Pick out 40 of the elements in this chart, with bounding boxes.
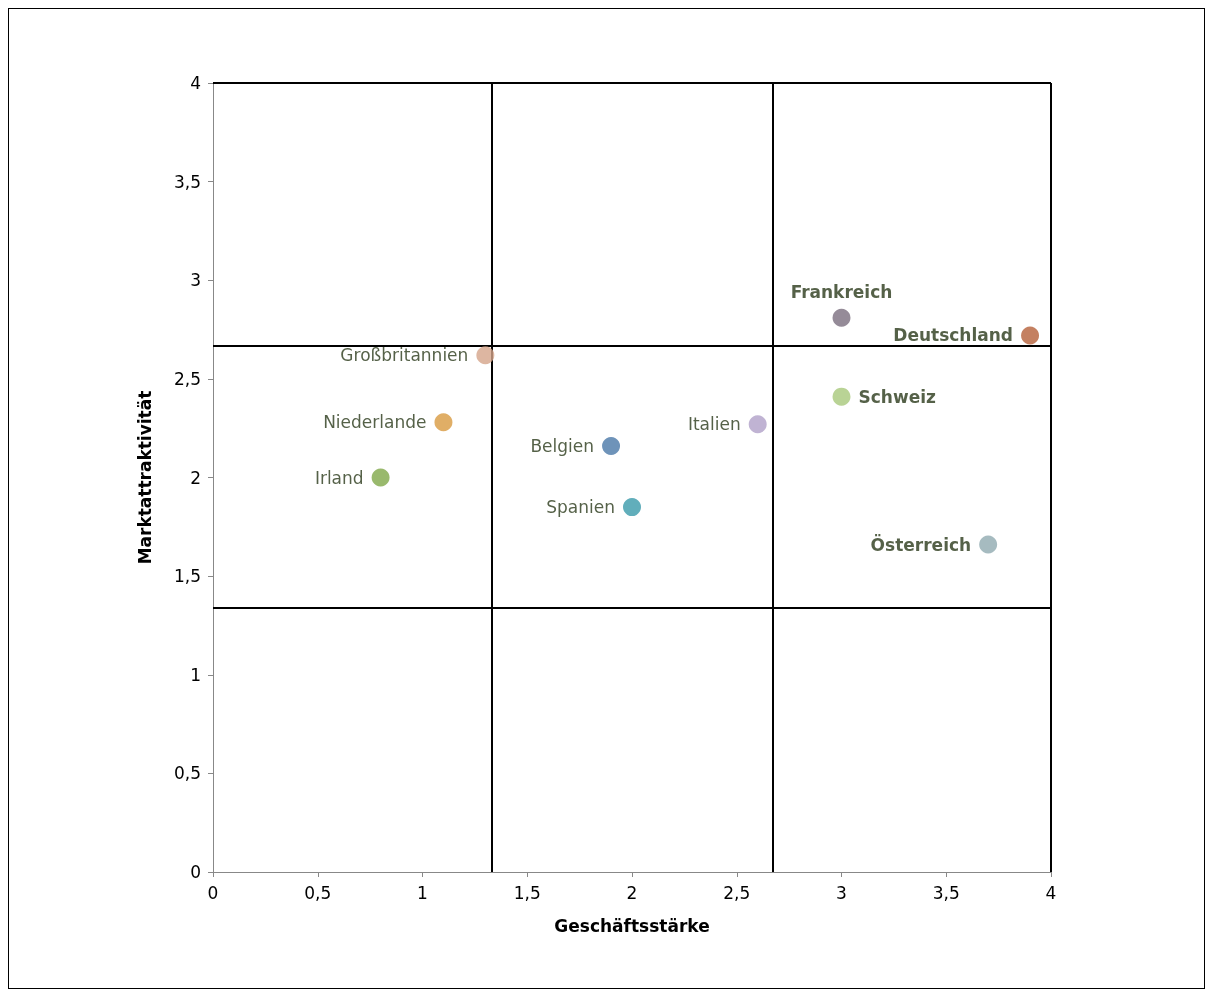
- y-tick-label: 0,5: [173, 763, 201, 784]
- y-tick-label: 1: [190, 664, 201, 685]
- point: [371, 468, 390, 487]
- point: [832, 308, 851, 327]
- point: [1021, 326, 1040, 345]
- series-label: Irland: [314, 467, 364, 488]
- x-tick-label: 2,5: [723, 882, 751, 903]
- point: [748, 415, 767, 434]
- x-tick-label: 3,5: [932, 882, 960, 903]
- y-tick-label: 2: [190, 467, 201, 488]
- x-tick-label: 0,5: [304, 882, 332, 903]
- y-tick-label: 3,5: [173, 171, 201, 192]
- y-tick-label: 3: [190, 270, 201, 291]
- point: [476, 346, 495, 365]
- x-tick-label: 1: [417, 882, 428, 903]
- point: [623, 498, 641, 517]
- x-tick-label: 0: [207, 882, 219, 903]
- y-tick-label: 4: [190, 73, 201, 93]
- point: [602, 436, 621, 455]
- y-tick-label: 0: [190, 862, 201, 882]
- x-axis-title: Geschäftsstärke: [554, 915, 710, 936]
- series-label: Belgien: [530, 435, 595, 456]
- series-label: Deutschland: [893, 325, 1014, 346]
- point: [979, 535, 998, 554]
- series-label: Großbritannien: [340, 345, 469, 366]
- series-label: Niederlande: [323, 412, 427, 433]
- x-tick-label: 4: [1045, 882, 1057, 903]
- series-label: Spanien: [546, 497, 615, 518]
- y-axis-title: Marktattraktivität: [134, 390, 155, 565]
- series-label: Italien: [687, 414, 741, 435]
- series-label: Schweiz: [858, 386, 936, 407]
- series-label: Österreich: [870, 533, 972, 555]
- y-tick-label: 1,5: [173, 566, 201, 587]
- series-label: Frankreich: [790, 282, 893, 303]
- point: [832, 387, 851, 406]
- x-tick-label: 1,5: [513, 882, 541, 903]
- x-tick-label: 2: [626, 882, 638, 903]
- x-tick-label: 3: [836, 882, 847, 903]
- point: [434, 413, 453, 432]
- y-tick-label: 2,5: [173, 368, 201, 389]
